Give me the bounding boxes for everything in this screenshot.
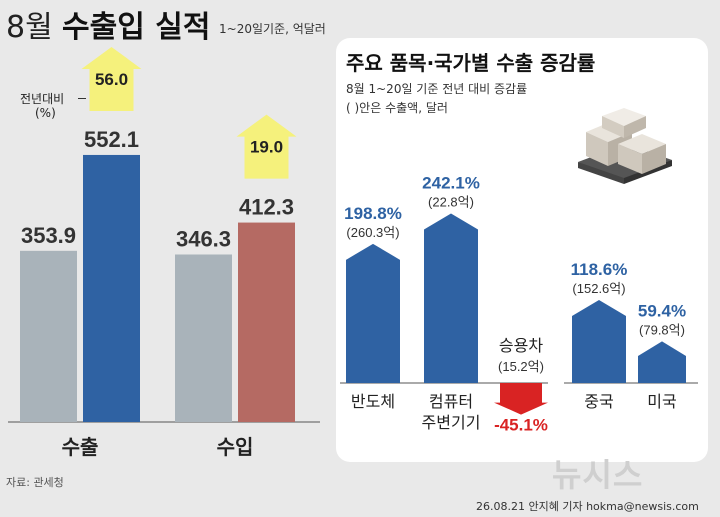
bar-prev-1 [175,254,232,422]
cargo-boxes-icon [578,108,672,184]
legend-line2: (%) [35,106,56,120]
panel-title: 주요 품목·국가별 수출 증감률 [346,51,596,75]
bar-current-0 [83,154,140,423]
value-label-current-1: 412.3 [239,195,294,220]
legend-leader [78,98,86,99]
title-month: 8월 [6,10,53,45]
value-label-prev-0: 353.9 [21,223,76,248]
growth-value-0: 198.8% [344,204,402,223]
category-label-1-line2: 주변기기 [422,414,481,432]
page-subtitle: 1~20일기준, 억달러 [219,22,326,36]
bar-current-1 [238,222,295,422]
change-arrow-0 [81,46,142,111]
panel-subtitle-2: ( )안은 수출액, 달러 [346,101,448,115]
growth-bar-4 [638,341,686,383]
growth-bar-1 [424,213,478,383]
category-label-3: 중국 [584,394,613,411]
category-label-4: 미국 [647,393,676,411]
bar-prev-0 [20,250,77,422]
growth-value-2: -45.1% [494,416,548,435]
value-label-prev-1: 346.3 [176,226,231,251]
amount-label-1: (22.8억) [428,195,474,210]
credit-line: 26.08.21 안지혜 기자 hokma@newsis.com [476,500,699,513]
category-label-1: 컴퓨터 [429,393,473,411]
amount-label-2: (15.2억) [498,359,544,374]
category-label-0: 반도체 [351,393,395,411]
panel-subtitle-1: 8월 1~20일 기준 전년 대비 증감률 [346,82,528,96]
export-growth-panel: 주요 품목·국가별 수출 증감률 8월 1~20일 기준 전년 대비 증감률 (… [336,38,708,462]
growth-bar-2 [494,383,548,415]
growth-value-3: 118.6% [571,260,628,279]
growth-value-1: 242.1% [422,174,480,193]
amount-label-0: (260.3억) [346,225,399,240]
page-title: 수출입 실적 [62,10,211,45]
change-label-1: 19.0 [250,138,283,157]
category-label-1: 수입 [217,436,254,459]
legend-line1: 전년대비 [20,92,65,106]
change-label-0: 56.0 [95,70,128,89]
value-label-current-0: 552.1 [84,127,139,152]
category-label-2: 승용차 [499,337,543,355]
category-label-0: 수출 [62,436,99,459]
amount-label-4: (79.8억) [639,322,685,337]
source-note: 자료: 관세청 [6,476,64,489]
growth-bar-0 [346,243,400,383]
trade-bar-chart: 353.9 552.1 56.0 수출 346.3 412.3 19.0 수입 [8,46,320,459]
growth-bar-3 [572,299,626,383]
change-arrow-1 [236,114,297,179]
watermark: 뉴시스 [552,456,644,494]
amount-label-3: (152.6억) [572,281,625,296]
growth-value-4: 59.4% [638,301,686,320]
